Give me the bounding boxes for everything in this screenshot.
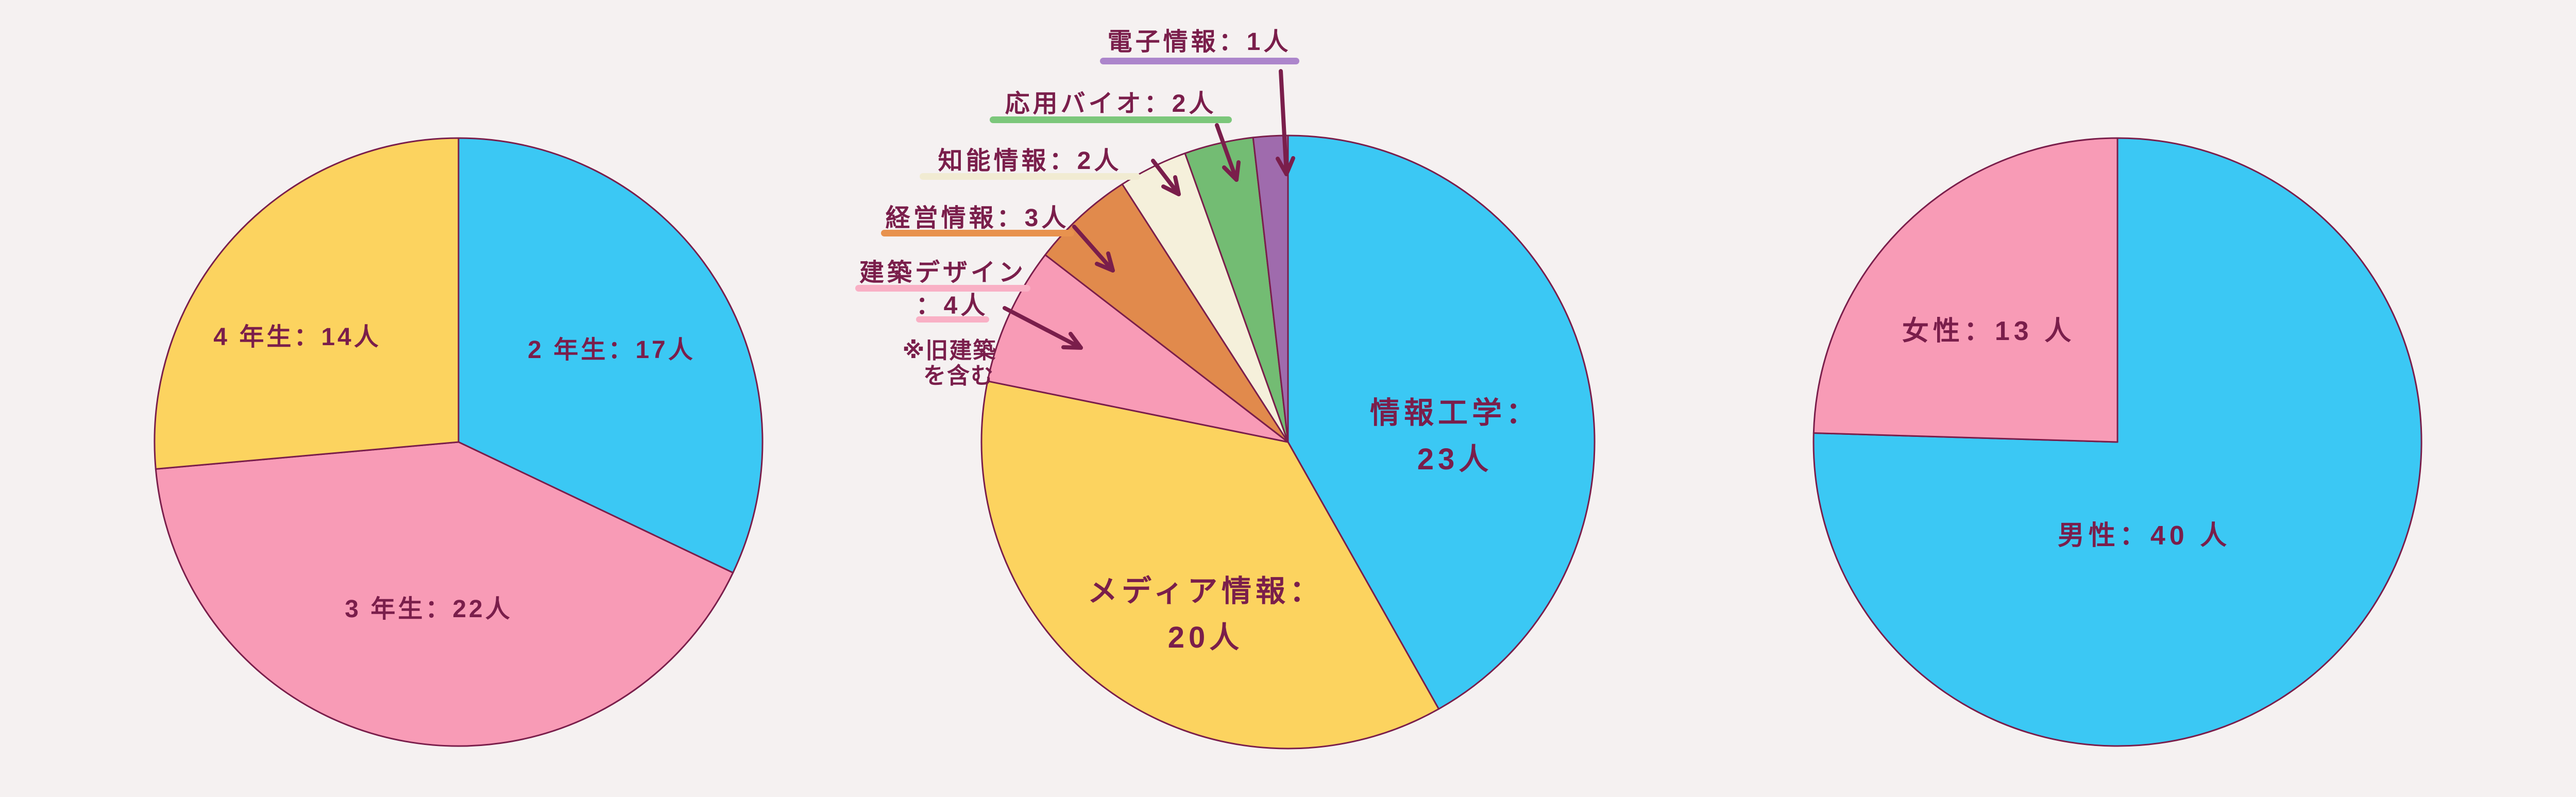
callout-arrowhead-denshi xyxy=(1276,156,1295,176)
pie-slice-建築デザイン xyxy=(987,254,1289,443)
pie-slice-女性 xyxy=(1812,137,2119,443)
slice-label-2nensei: 2 年生：17人 xyxy=(528,336,696,364)
pie-slice-情報工学 xyxy=(1287,134,1596,710)
callout-label-bio: 応用バイオ：2人 xyxy=(1005,90,1217,117)
callout-underline-chinou xyxy=(920,173,1140,180)
callout-arrows xyxy=(1003,69,1295,350)
callout-label-keiei: 経営情報：3人 xyxy=(885,205,1070,232)
slice-label-jouhoukougaku: 情報工学： 23人 xyxy=(1370,390,1540,483)
callout-underline-denshi xyxy=(1100,58,1299,64)
callout-label-kenchiku-count: ：4人 xyxy=(916,292,989,319)
slice-label-media: メディア情報： 20人 xyxy=(1088,568,1324,661)
callout-arrow-keiei xyxy=(1072,225,1115,273)
pie-slice-3年生 xyxy=(155,441,734,747)
slice-label-3nensei: 3 年生：22人 xyxy=(345,596,513,623)
pie-slice-経営情報 xyxy=(1044,183,1289,443)
callout-arrowhead-bio xyxy=(1222,160,1241,182)
callout-arrow-denshi xyxy=(1279,69,1289,176)
pie-chart-gender xyxy=(1812,137,2422,747)
pie-slice-メディア情報 xyxy=(980,380,1440,750)
slice-label-dansei: 男性：40 人 xyxy=(2057,521,2231,551)
callout-underline-bio xyxy=(990,116,1232,123)
pie-chart-department xyxy=(980,134,1596,750)
callout-label-chinou: 知能情報：2人 xyxy=(938,147,1122,175)
callout-arrow-chinou xyxy=(1151,159,1181,196)
callout-underline-kenchiku xyxy=(855,285,1030,292)
pie-slice-4年生 xyxy=(154,137,460,470)
note-line-2: を含む xyxy=(923,363,994,388)
slice-label-josei: 女性：13 人 xyxy=(1902,316,2076,346)
slice-label-line: メディア情報： xyxy=(1088,574,1324,608)
callout-underline-kenchiku-count xyxy=(916,316,989,323)
callout-underline-keiei xyxy=(881,230,1074,236)
pie-slice-2年生 xyxy=(457,137,764,574)
note-line-1: ※旧建築 xyxy=(902,338,997,363)
slice-label-line: 23人 xyxy=(1417,443,1493,476)
slice-label-line: 情報工学： xyxy=(1369,396,1540,430)
callout-label-kenchiku: 建築デザイン xyxy=(859,259,1027,286)
callout-arrow-kenchiku xyxy=(1003,306,1083,350)
slice-label-4nensei: 4 年生：14人 xyxy=(213,324,381,351)
callout-arrowhead-keiei xyxy=(1095,251,1115,273)
slice-label-line: 20人 xyxy=(1167,621,1244,654)
callout-arrow-bio xyxy=(1215,123,1239,182)
callout-arrowhead-kenchiku xyxy=(1061,332,1083,350)
callout-arrowhead-chinou xyxy=(1161,175,1181,196)
pie-slice-電子情報 xyxy=(1252,134,1289,443)
callout-label-denshi: 電子情報：1人 xyxy=(1107,28,1292,56)
pie-chart-grade xyxy=(154,137,764,747)
